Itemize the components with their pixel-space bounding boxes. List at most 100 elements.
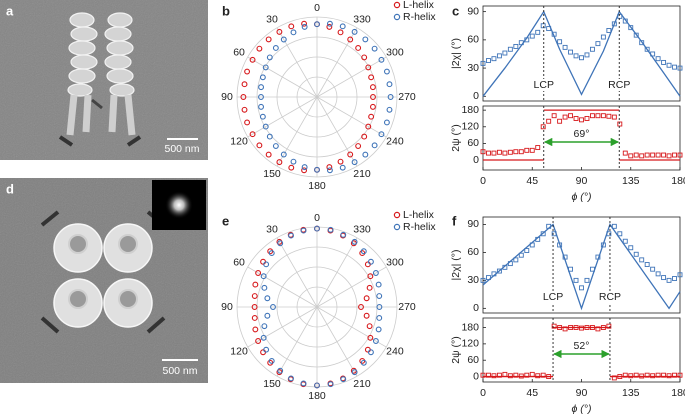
data-point [611, 114, 617, 120]
data-point [260, 334, 267, 341]
angle-label: 90 [221, 301, 233, 313]
data-point [524, 248, 530, 254]
data-point [644, 46, 650, 52]
angle-label: 270 [398, 301, 416, 313]
panel-label: f [452, 213, 457, 228]
x-axis-label: ϕ (°) [572, 403, 592, 415]
data-point [301, 20, 308, 27]
axes-frame [482, 216, 681, 314]
legend-marker [393, 13, 401, 21]
data-point [677, 152, 683, 158]
data-point [276, 28, 283, 35]
data-point [666, 277, 672, 283]
grid-spoke [276, 306, 318, 377]
data-point [351, 159, 358, 166]
y-tick-label: 30 [467, 274, 479, 286]
data-point [383, 119, 390, 126]
y-tick-label: 120 [461, 121, 479, 133]
data-point [579, 285, 584, 291]
grid-spoke [316, 96, 358, 167]
data-point [340, 231, 347, 238]
data-point [650, 152, 656, 158]
label-bg [541, 291, 566, 303]
y-tick-label: 60 [467, 246, 479, 258]
data-point [540, 231, 546, 237]
angle-label: 210 [353, 378, 371, 390]
data-point [252, 326, 259, 333]
data-point [326, 23, 333, 30]
data-point [584, 52, 590, 58]
data-point [376, 315, 383, 321]
data-point [251, 315, 258, 321]
data-point [655, 152, 661, 158]
data-point [277, 240, 284, 247]
angle-label: 120 [230, 135, 248, 147]
data-point [513, 149, 519, 155]
angle-label: 240 [386, 135, 404, 147]
marker-label: LCP [534, 79, 554, 91]
data-point [573, 277, 579, 283]
legend-label: L-helix [403, 0, 435, 11]
data-point [372, 338, 379, 344]
data-point [265, 36, 272, 43]
data-point [314, 225, 320, 232]
grid-spoke [247, 306, 318, 348]
data-point [369, 84, 376, 91]
scale-bar-label: 500 nm [164, 143, 199, 155]
panel-label: c [452, 3, 459, 18]
data-point [337, 29, 344, 36]
data-point [370, 94, 376, 100]
data-point [340, 376, 347, 383]
data-point [376, 293, 383, 299]
data-point [650, 373, 656, 379]
data-point [361, 133, 368, 140]
data-point [360, 248, 367, 255]
data-point [290, 158, 297, 165]
data-point [628, 373, 634, 379]
data-point [276, 159, 283, 166]
data-point [263, 261, 270, 268]
data-point [358, 304, 364, 310]
data-point [347, 151, 354, 158]
data-point [573, 53, 579, 59]
data-point [251, 293, 258, 299]
grid-spoke [316, 306, 387, 348]
data-point [351, 369, 358, 376]
data-point [301, 167, 308, 174]
data-point [363, 312, 370, 319]
y-axis-label: 2ψ (°) [450, 336, 462, 363]
sem-image-d: 500 nm d [0, 178, 208, 383]
data-point [249, 131, 256, 138]
grid-spoke [316, 96, 387, 138]
data-point [496, 268, 502, 274]
axes-frame [482, 5, 681, 102]
data-point [272, 45, 279, 51]
data-point [628, 245, 634, 251]
x-tick-label: 0 [480, 387, 486, 399]
data-point [367, 349, 374, 356]
data-point [496, 149, 502, 155]
data-point [339, 164, 346, 171]
y-tick-label: 90 [467, 218, 479, 230]
data-point [326, 164, 333, 171]
data-point [386, 81, 393, 88]
data-point [639, 153, 645, 159]
data-point [255, 270, 262, 276]
angle-label: 0 [314, 2, 320, 14]
data-point [258, 84, 265, 91]
data-point [368, 113, 375, 120]
data-point [367, 334, 374, 341]
marker-label: RCP [599, 291, 621, 303]
panel-label: b [222, 3, 230, 18]
data-point [360, 359, 367, 366]
x-tick-label: 90 [576, 387, 588, 399]
grid-spoke [316, 237, 358, 308]
angle-label: 180 [308, 390, 326, 402]
data-point [375, 281, 382, 288]
y-tick-label: 30 [467, 62, 479, 74]
data-point [264, 295, 271, 302]
data-point [272, 143, 279, 149]
data-point [258, 94, 264, 100]
data-point [611, 21, 617, 27]
data-point [650, 266, 656, 272]
